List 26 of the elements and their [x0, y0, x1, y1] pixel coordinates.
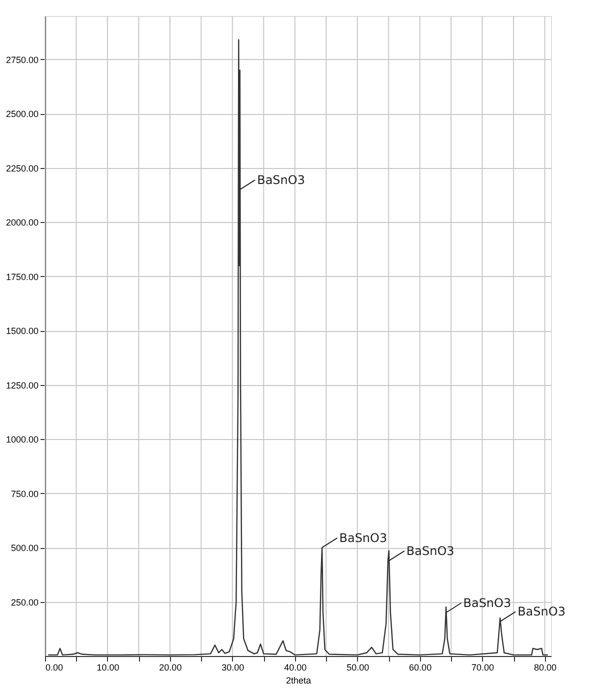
- y-tick-label: 1000.00: [6, 434, 38, 445]
- x-tick-label: 10.00: [96, 662, 120, 672]
- annotation: BaSnO3: [257, 172, 305, 187]
- y-tick-label: 2000.00: [6, 218, 38, 228]
- annotation: BaSnO3: [406, 544, 454, 558]
- y-tick-label: 1750.00: [6, 272, 38, 282]
- x-tick-label: 30.00: [222, 662, 244, 672]
- x-tick-label: 80.00: [534, 662, 557, 672]
- y-tick-label: 1500.00: [6, 326, 38, 336]
- x-tick-label: 20.00: [159, 662, 182, 672]
- y-tick-label: 500.00: [10, 543, 38, 554]
- x-tick-label: 40.00: [284, 662, 307, 672]
- x-tick-label: 0.00: [46, 662, 64, 672]
- x-tick-label: 60.00: [409, 662, 432, 672]
- annotation: BaSnO3: [463, 596, 512, 610]
- x-tick-label: 50.00: [346, 662, 370, 672]
- y-tick-label: 2250.00: [6, 163, 38, 174]
- y-tick-label: 2500.00: [6, 109, 38, 120]
- y-tick-label: 250.00: [10, 597, 38, 608]
- x-axis-title: 2theta: [286, 676, 312, 686]
- x-tick-label: 70.00: [472, 662, 494, 672]
- y-tick-label: 2750.00: [6, 54, 38, 65]
- annotation: BaSnO3: [518, 604, 566, 619]
- annotation: BaSnO3: [339, 530, 388, 545]
- y-tick-label: 1250.00: [6, 380, 38, 390]
- y-tick-label: 750.00: [10, 488, 38, 499]
